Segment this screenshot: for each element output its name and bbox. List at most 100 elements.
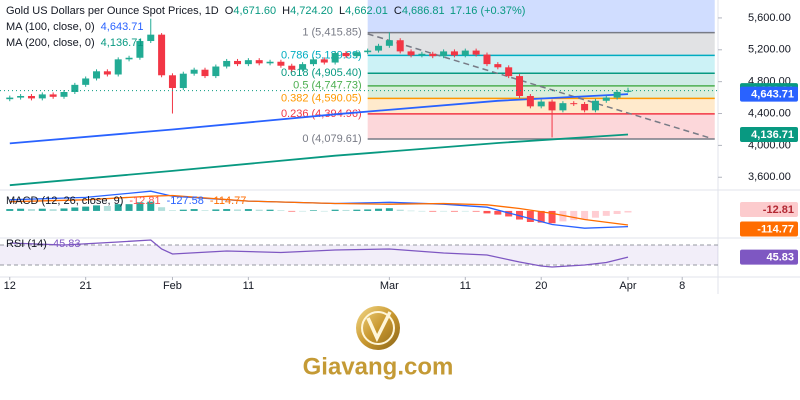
candle-body [591,100,599,111]
candle-body [255,60,263,64]
candle-body [288,65,296,70]
candle-body [223,60,231,67]
y-tick-label: 4,000.00 [748,139,791,151]
macd-histogram-bar [212,209,220,211]
macd-histogram-bar [38,208,46,211]
macd-histogram-bar [461,210,469,212]
price-badge [740,201,798,217]
candle-body [472,50,480,55]
candle-body [93,71,101,79]
fib-label: 0.382 (4,590.05) [281,92,362,104]
candle-body [320,59,328,63]
macd-histogram-bar [309,210,317,211]
x-tick-label: Mar [380,280,399,292]
candle-body [179,73,187,89]
price-badge-label: 45.83 [766,251,794,263]
macd-histogram-bar [407,210,415,212]
macd-histogram-bar [179,209,187,211]
candle-body [309,59,317,65]
candle-body [38,94,46,99]
legend-entry: MA (200, close, 0) 4,136.71 [6,37,143,49]
indicator-title: RSI (14) [6,238,47,250]
macd-histogram-bar [602,210,610,216]
x-tick-label: 11 [243,280,254,292]
macd-histogram-bar [548,210,556,224]
macd-histogram-bar [147,201,155,211]
rsi-band [0,245,718,265]
ohlc-value: 4,671.60 [233,5,276,17]
macd-histogram-bar [505,210,513,217]
macd-histogram-bar [613,210,621,214]
legend-entry: MA (100, close, 0) 4,643.71 [6,21,143,33]
macd-histogram-bar [266,209,274,211]
macd-histogram-bar [93,205,101,211]
candle-body [114,59,122,75]
fib-top-zone [367,0,715,33]
price-badge-label: 4,136.71 [751,129,794,141]
legend-name: MA (200, close, 0) [6,37,95,49]
fib-label: 0.786 (5,129.89) [281,49,362,61]
price-badge [740,221,798,237]
ohlc-key: L [339,5,345,17]
candle-body [559,103,567,111]
ohlc-key: C [394,5,402,17]
chart-title: Gold US Dollars per Ounce Spot Prices, 1… [6,5,219,17]
rsi-legend: RSI (14) 45.83 [6,238,81,250]
candle-body [147,34,155,42]
candle-body [136,41,144,58]
macd-histogram-bar [255,209,263,211]
macd-line [9,190,629,229]
price-badge [740,249,798,265]
macd-histogram-bar [342,209,350,211]
macd-histogram-bar [364,209,372,211]
ohlc-value: 4,662.01 [345,5,388,17]
candle-body [234,60,242,65]
fib-zone [367,85,715,99]
candle-body [407,51,415,56]
macd-histogram-bar [158,207,166,211]
ma-line [9,93,629,145]
x-tick-label: 20 [535,280,547,292]
macd-histogram-bar [418,210,426,212]
ohlc-key: O [225,5,234,17]
legend-value: -127.58 [167,195,204,207]
candle-body [440,51,448,57]
y-tick-label: 5,200.00 [748,44,791,56]
macd-histogram-bar [450,210,458,212]
candle-body [570,103,578,105]
candle-body [201,69,209,77]
macd-histogram-bar [71,207,79,211]
macd-histogram-bar [49,209,57,211]
change: 17.16 (+0.37%) [450,5,526,17]
legend-value: 4,643.71 [101,21,144,33]
logo-mark [366,311,392,343]
candle-body [385,40,393,46]
candle-body [483,54,491,65]
macd-histogram-bar [570,210,578,221]
candle-body [537,101,545,107]
candle-body [331,52,339,63]
macd-histogram-bar [559,210,567,222]
ma-line [9,133,629,187]
fib-label: 0.618 (4,905.40) [281,67,362,79]
macd-histogram-bar [125,204,133,211]
header: Gold US Dollars per Ounce Spot Prices, 1… [6,5,525,17]
fib-zone [367,73,715,86]
macd-histogram-bar [82,206,90,211]
macd-line [9,194,629,226]
logo-text: Giavang.com [303,353,454,380]
x-tick-label: 8 [679,280,685,292]
macd-histogram-bar [234,209,242,211]
candle-body [125,57,133,60]
candle-body [266,61,274,64]
macd-histogram-bar [591,210,599,218]
candle-body [461,50,469,56]
candle-body [516,76,524,96]
candle-body [494,64,502,68]
macd-histogram-bar [168,210,176,211]
macd-legend: MACD (12, 26, close, 9) -12.81 -127.58 -114… [6,195,246,207]
candle-body [103,71,111,75]
macd-histogram-bar [6,209,14,211]
